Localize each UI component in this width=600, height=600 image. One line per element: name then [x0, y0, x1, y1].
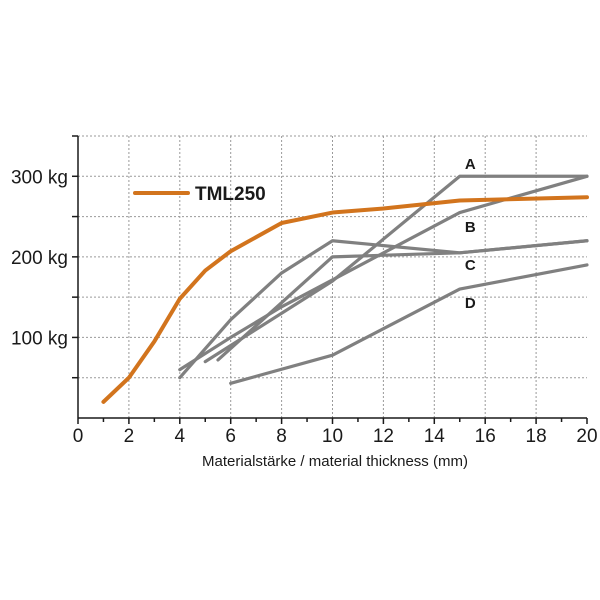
axes: 100 kg 200 kg 300 kg 0 2 4 6 8 10 12 14 16 18 20 [11, 135, 598, 447]
series-line-tml250 [101, 195, 589, 404]
series-label-a: A [465, 156, 476, 173]
x-axis-label: Materialstärke / material thickness (mm) [202, 453, 468, 470]
series-labels: A B C D [465, 156, 476, 312]
x-tick-label: 16 [475, 426, 496, 447]
series-label-c: C [465, 257, 476, 274]
series-lines [101, 174, 589, 404]
x-tick-label: 6 [225, 426, 236, 447]
x-tick-label: 14 [424, 426, 446, 447]
grid [78, 135, 587, 418]
series-line-a [203, 174, 589, 364]
x-tick-label: 0 [73, 426, 84, 447]
x-tick-label: 2 [124, 426, 135, 447]
x-tick-label: 4 [175, 426, 186, 447]
series-label-d: D [465, 295, 476, 312]
x-tick-label: 10 [322, 426, 343, 447]
y-tick-label: 300 kg [11, 167, 68, 188]
legend: TML250 [133, 184, 266, 205]
x-tick-label: 12 [373, 426, 394, 447]
x-tick-label: 8 [276, 426, 287, 447]
x-tick-label: 18 [526, 426, 547, 447]
series-line-c-lower [216, 239, 589, 362]
y-tick-label: 200 kg [11, 248, 68, 269]
series-line-d [229, 263, 589, 385]
series-label-b: B [465, 219, 476, 236]
y-tick-label: 100 kg [11, 328, 68, 349]
x-tick-label: 20 [576, 426, 597, 447]
legend-label-tml250: TML250 [195, 184, 266, 205]
